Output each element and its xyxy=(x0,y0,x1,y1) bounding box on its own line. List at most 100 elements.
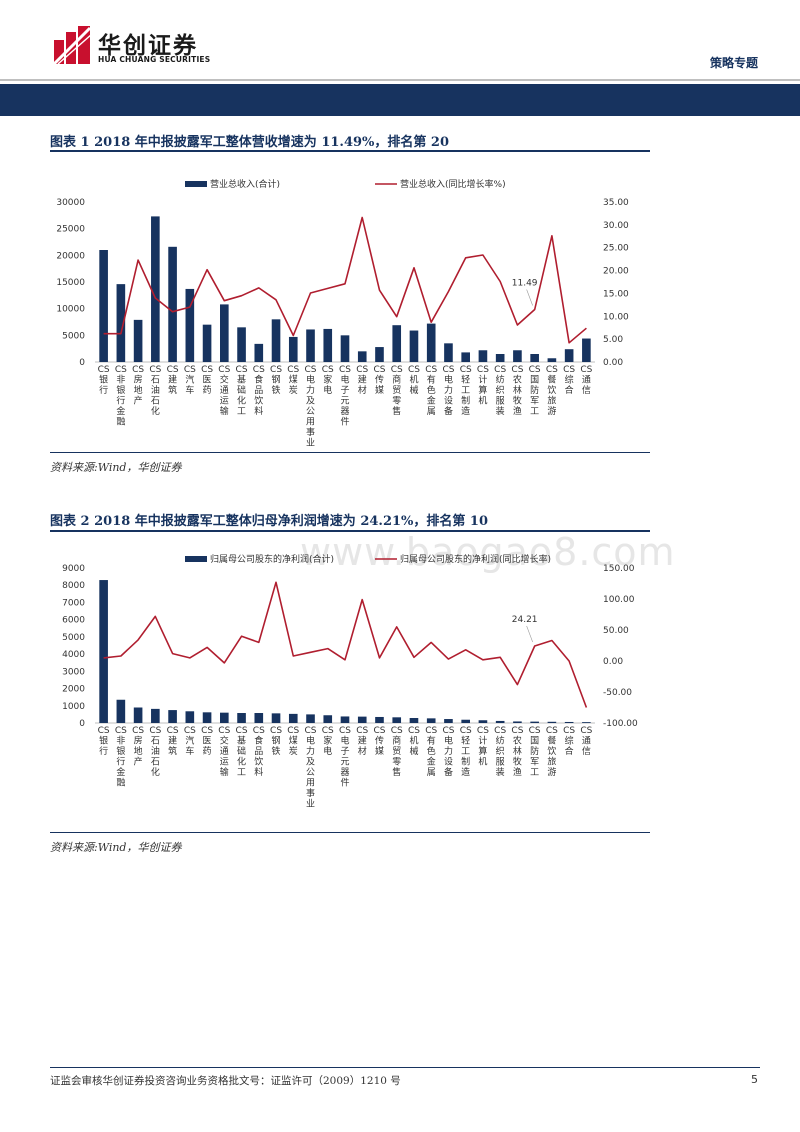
right-axis-tick-label: 35.00 xyxy=(603,198,629,208)
bar-CS农林牧渔 xyxy=(513,721,522,723)
left-axis-tick-label: 9000 xyxy=(62,564,85,574)
category-label: CS 建材 xyxy=(356,726,368,757)
right-axis-tick-label: 25.00 xyxy=(603,244,629,254)
bar-CS农林牧渔 xyxy=(513,350,522,362)
category-label: CS 房地产 xyxy=(132,365,144,407)
figure-2-title-rule xyxy=(50,530,650,532)
category-label: CS 银行 xyxy=(98,726,110,757)
bar-CS通信 xyxy=(582,338,591,362)
left-axis-tick-label: 5000 xyxy=(62,633,85,643)
figure-1-source-rule xyxy=(50,452,650,453)
category-label: CS 交通运输 xyxy=(218,365,230,417)
category-label: CS 电子元器件 xyxy=(339,726,351,789)
category-label: CS 煤炭 xyxy=(287,726,299,757)
bar-CS煤炭 xyxy=(288,713,298,723)
category-label: CS 电力设备 xyxy=(442,726,454,778)
left-axis-tick-label: 20000 xyxy=(56,251,85,261)
figure-2-source-rule xyxy=(50,832,650,833)
bar-CS计算机 xyxy=(478,720,488,723)
bar-CS银行 xyxy=(99,250,108,362)
bar-CS基础化工 xyxy=(237,327,246,362)
category-label: CS 机械 xyxy=(408,365,420,396)
left-axis-tick-label: 7000 xyxy=(62,598,85,608)
bar-CS传媒 xyxy=(375,716,384,723)
bar-CS综合 xyxy=(564,349,574,362)
left-axis-tick-label: 2000 xyxy=(62,685,85,695)
category-label: CS 餐饮旅游 xyxy=(546,365,558,417)
category-label: CS 电力及公用事业 xyxy=(305,726,317,810)
bar-CS餐饮旅游 xyxy=(547,358,557,362)
category-label: CS 机械 xyxy=(408,726,420,757)
section-tag: 策略专题 xyxy=(709,56,758,70)
category-label: CS 纺织服装 xyxy=(494,365,506,417)
growth-rate-line xyxy=(103,581,588,708)
left-axis-tick-label: 6000 xyxy=(62,616,85,626)
bar-CS食品饮料 xyxy=(254,713,264,723)
category-label: CS 计算机 xyxy=(477,726,489,768)
category-label: CS 综合 xyxy=(563,726,575,757)
right-axis-tick-label: 150.00 xyxy=(603,564,635,574)
category-label: CS 医药 xyxy=(201,726,213,757)
category-label: CS 建筑 xyxy=(167,365,179,396)
bar-CS钢铁 xyxy=(271,713,281,723)
category-label: CS 汽车 xyxy=(184,726,196,757)
category-label: CS 国防军工 xyxy=(529,365,541,417)
right-axis-tick-label: 30.00 xyxy=(603,221,629,231)
bar-CS医药 xyxy=(202,324,212,362)
bar-CS建材 xyxy=(357,716,367,723)
category-label: CS 石油石化 xyxy=(149,726,161,778)
annotation-leader xyxy=(526,289,533,306)
right-axis-tick-label: 100.00 xyxy=(603,595,635,605)
category-label: CS 房地产 xyxy=(132,726,144,768)
left-axis-tick-label: 30000 xyxy=(56,198,85,208)
bar-CS电力及公用事业 xyxy=(306,714,315,723)
category-label: CS 电子元器件 xyxy=(339,365,351,428)
bar-CS建筑 xyxy=(168,246,177,362)
legend-bar-swatch xyxy=(185,556,207,562)
category-label: CS 有色金属 xyxy=(425,365,437,417)
bar-CS家电 xyxy=(323,328,333,362)
bar-CS汽车 xyxy=(185,288,195,362)
footer-divider xyxy=(50,1067,760,1068)
legend-line-label: 归属母公司股东的净利润(同比增长率) xyxy=(400,553,551,565)
figure-1-chart: 营业总收入(合计) 营业总收入(同比增长率%) 0 5000 10000 15000 200… xyxy=(56,178,629,449)
right-axis-tick-label: 0.00 xyxy=(603,657,623,667)
category-label: CS 石油石化 xyxy=(149,365,161,417)
left-axis-tick-label: 15000 xyxy=(56,278,85,288)
annotation-label: 11.49 xyxy=(512,278,538,288)
bar-CS房地产 xyxy=(133,707,143,723)
annotation-label: 24.21 xyxy=(512,615,538,625)
bar-CS电子元器件 xyxy=(340,716,350,723)
legend-bar-label: 归属母公司股东的净利润(合计) xyxy=(210,553,334,565)
bar-CS非银行金融 xyxy=(116,284,126,362)
right-axis-tick-label: -50.00 xyxy=(603,688,632,698)
category-label: CS 家电 xyxy=(322,726,334,757)
bar-CS银行 xyxy=(99,580,108,723)
category-label: CS 传媒 xyxy=(373,726,385,757)
category-label: CS 通信 xyxy=(580,726,592,757)
brand-name-cn: 华创证券 xyxy=(98,33,198,59)
category-label: CS 商贸零售 xyxy=(391,726,403,778)
bar-CS有色金属 xyxy=(426,323,436,362)
bar-CS医药 xyxy=(202,712,212,723)
category-label: CS 钢铁 xyxy=(270,726,282,757)
figure-2-source: 资料来源:Wind，华创证券 xyxy=(50,841,182,854)
bar-CS计算机 xyxy=(478,350,488,362)
right-axis-tick-label: 10.00 xyxy=(603,312,629,322)
bar-CS机械 xyxy=(409,330,419,362)
category-label: CS 建材 xyxy=(356,365,368,396)
bar-CS传媒 xyxy=(375,347,384,362)
bar-CS汽车 xyxy=(185,711,195,723)
category-label: CS 交通运输 xyxy=(218,726,230,778)
figure-1-source: 资料来源:Wind，华创证券 xyxy=(50,461,182,474)
right-axis-tick-label: -100.00 xyxy=(603,719,638,729)
category-label: CS 银行 xyxy=(98,365,110,396)
category-label: CS 家电 xyxy=(322,365,334,396)
left-axis-tick-label: 1000 xyxy=(62,702,85,712)
category-label: CS 钢铁 xyxy=(270,365,282,396)
bar-CS石油石化 xyxy=(151,708,160,723)
bar-CS通信 xyxy=(582,722,591,723)
category-label: CS 食品饮料 xyxy=(253,365,265,417)
legend-line-label: 营业总收入(同比增长率%) xyxy=(400,178,506,190)
bar-CS商贸零售 xyxy=(392,325,402,362)
